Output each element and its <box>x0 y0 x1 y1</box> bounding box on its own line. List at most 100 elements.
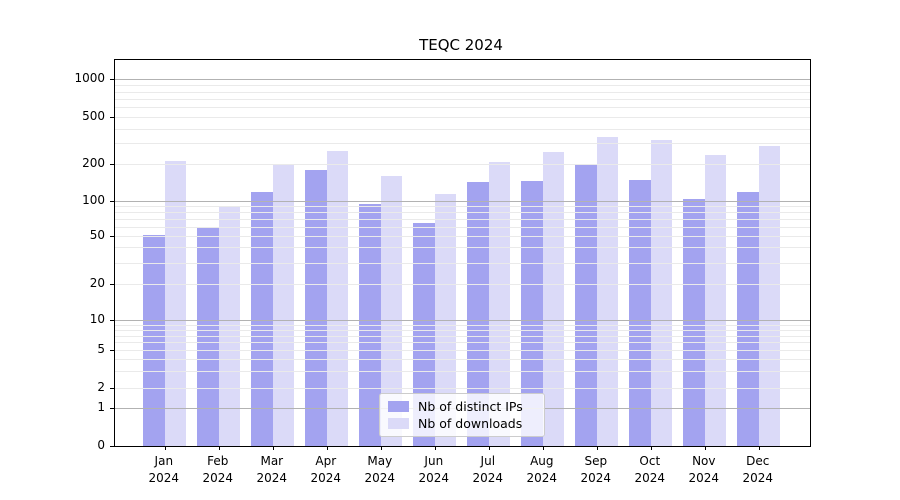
y-tick-label-2: 2 <box>97 380 105 395</box>
bar-nb-of-distinct-ips-dec <box>737 192 759 446</box>
legend-item-downloads: Nb of downloads <box>388 415 536 431</box>
x-tick-jul <box>488 446 490 450</box>
x-tick-feb <box>218 446 220 450</box>
x-tick-label-oct: Oct 2024 <box>634 454 666 485</box>
minor-gridline-9 <box>115 324 810 326</box>
bar-nb-of-distinct-ips-oct <box>629 180 651 446</box>
y-tick-1000 <box>110 79 114 81</box>
bar-nb-of-downloads-jan <box>164 160 187 446</box>
bar-nb-of-downloads-feb <box>218 206 241 446</box>
minor-gridline-3 <box>115 371 810 373</box>
x-tick-label-nov: Nov 2024 <box>688 454 720 485</box>
bar-nb-of-downloads-apr <box>326 151 349 446</box>
minor-gridline-600 <box>115 107 810 109</box>
minor-gridline-7 <box>115 335 810 337</box>
minor-gridline-900 <box>115 85 810 87</box>
x-tick-oct <box>650 446 652 450</box>
minor-gridline-40 <box>115 247 810 249</box>
minor-gridline-500 <box>115 117 810 118</box>
x-tick-jun <box>434 446 436 450</box>
bar-nb-of-distinct-ips-sep <box>575 164 597 446</box>
bar-nb-of-downloads-mar <box>272 164 295 446</box>
legend-label-distinct-ips: Nb of distinct IPs <box>418 398 523 414</box>
x-tick-dec <box>758 446 760 450</box>
bar-nb-of-distinct-ips-feb <box>197 228 219 446</box>
minor-gridline-60 <box>115 226 810 228</box>
legend-swatch-distinct-ips <box>388 401 409 412</box>
x-tick-label-jun: Jun 2024 <box>418 454 450 485</box>
major-gridline-1000 <box>115 79 810 81</box>
legend-label-downloads: Nb of downloads <box>418 415 523 431</box>
x-tick-label-sep: Sep 2024 <box>580 454 612 485</box>
y-tick-5 <box>110 350 114 351</box>
y-tick-label-20: 20 <box>89 275 105 290</box>
minor-gridline-700 <box>115 98 810 100</box>
x-tick-label-may: May 2024 <box>364 454 396 485</box>
minor-gridline-200 <box>115 164 810 166</box>
y-tick-10 <box>110 320 114 322</box>
minor-gridline-6 <box>115 342 810 344</box>
x-tick-label-jul: Jul 2024 <box>472 454 504 485</box>
y-tick-20 <box>110 283 114 285</box>
minor-gridline-30 <box>115 262 810 264</box>
y-tick-label-500: 500 <box>82 109 105 123</box>
bar-nb-of-downloads-aug <box>542 152 565 446</box>
x-tick-sep <box>596 446 598 450</box>
x-tick-mar <box>272 446 274 450</box>
minor-gridline-50 <box>115 235 810 237</box>
minor-gridline-400 <box>115 128 810 130</box>
minor-gridline-90 <box>115 206 810 208</box>
major-gridline-100 <box>115 201 810 202</box>
y-tick-200 <box>110 164 114 166</box>
x-tick-label-apr: Apr 2024 <box>310 454 342 485</box>
x-tick-aug <box>542 446 544 450</box>
minor-gridline-5 <box>115 350 810 351</box>
y-tick-1 <box>110 408 114 410</box>
x-tick-apr <box>326 446 328 450</box>
x-tick-label-feb: Feb 2024 <box>202 454 234 485</box>
chart-title: TEQC 2024 <box>419 36 503 54</box>
x-tick-nov <box>704 446 706 450</box>
minor-gridline-8 <box>115 329 810 331</box>
x-tick-label-dec: Dec 2024 <box>742 454 774 485</box>
y-tick-label-0: 0 <box>97 438 105 452</box>
major-gridline-10 <box>115 320 810 322</box>
bar-nb-of-downloads-sep <box>596 137 619 446</box>
y-tick-label-50: 50 <box>89 227 105 242</box>
y-tick-2 <box>110 388 114 390</box>
y-tick-label-1000: 1000 <box>74 71 105 86</box>
minor-gridline-4 <box>115 359 810 361</box>
minor-gridline-70 <box>115 218 810 220</box>
minor-gridline-80 <box>115 212 810 214</box>
y-tick-0 <box>110 446 114 447</box>
bar-nb-of-downloads-may <box>380 176 403 446</box>
bar-nb-of-distinct-ips-mar <box>251 192 273 446</box>
bar-nb-of-downloads-nov <box>704 155 727 446</box>
y-tick-50 <box>110 235 114 237</box>
minor-gridline-2 <box>115 388 810 390</box>
y-tick-label-1: 1 <box>97 400 105 415</box>
legend-swatch-downloads <box>388 418 409 429</box>
bar-nb-of-downloads-oct <box>650 140 673 446</box>
x-tick-jan <box>164 446 166 450</box>
bar-nb-of-distinct-ips-nov <box>683 198 705 446</box>
legend: Nb of distinct IPs Nb of downloads <box>379 393 545 437</box>
minor-gridline-800 <box>115 91 810 93</box>
x-tick-may <box>380 446 382 450</box>
plot-area <box>110 59 811 450</box>
legend-item-distinct-ips: Nb of distinct IPs <box>388 398 536 414</box>
y-tick-label-200: 200 <box>82 156 105 171</box>
x-tick-label-mar: Mar 2024 <box>256 454 288 485</box>
bar-nb-of-distinct-ips-jan <box>143 234 165 446</box>
minor-gridline-20 <box>115 283 810 285</box>
x-tick-label-jan: Jan 2024 <box>148 454 180 485</box>
bar-nb-of-distinct-ips-jun <box>413 223 435 446</box>
bar-nb-of-distinct-ips-apr <box>305 170 327 446</box>
bar-nb-of-downloads-jun <box>434 194 457 446</box>
y-tick-500 <box>110 117 114 118</box>
y-tick-label-100: 100 <box>82 193 105 207</box>
bar-nb-of-downloads-dec <box>758 146 781 446</box>
y-tick-label-10: 10 <box>89 312 105 327</box>
minor-gridline-300 <box>115 143 810 145</box>
